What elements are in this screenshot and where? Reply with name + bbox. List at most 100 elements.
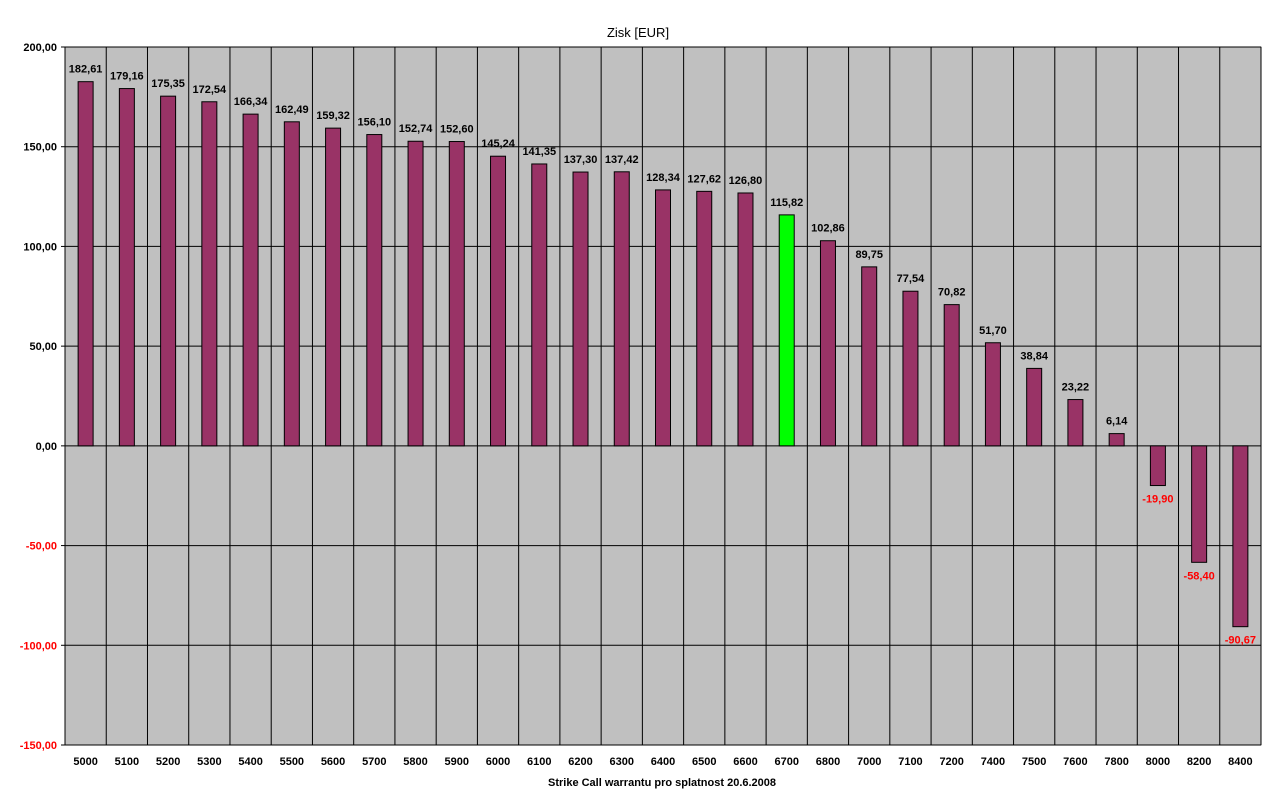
x-tick-label: 6600 <box>733 756 757 768</box>
bar <box>902 290 919 447</box>
x-tick-label: 7000 <box>857 756 881 768</box>
x-tick-label: 5600 <box>321 756 345 768</box>
data-labels: 182,61 179,16 175,35 172,54 166,34 162,49 159,… <box>69 64 1256 647</box>
bar <box>448 141 465 447</box>
bar <box>283 121 300 447</box>
x-tick-label: 8000 <box>1146 756 1170 768</box>
y-tick-label: -50,00 <box>26 541 57 553</box>
x-tick-label: 6700 <box>774 756 798 768</box>
data-label: -58,40 <box>1184 570 1215 582</box>
y-tick-label: -150,00 <box>20 740 57 752</box>
x-tick-label: 5800 <box>403 756 427 768</box>
x-tick-label: 7600 <box>1063 756 1087 768</box>
chart-title: Zisk [EUR] <box>607 25 669 40</box>
gridlines <box>61 46 1262 746</box>
bar <box>1067 399 1084 447</box>
bar <box>160 95 177 447</box>
data-label: 137,30 <box>564 154 598 166</box>
data-label: 166,34 <box>234 96 269 108</box>
x-tick-label: 5300 <box>197 756 221 768</box>
bar <box>819 240 836 447</box>
y-tick-label: 150,00 <box>23 142 57 154</box>
bar <box>1108 433 1125 447</box>
data-label: 145,24 <box>481 138 516 150</box>
bar <box>366 134 383 447</box>
data-label: -19,90 <box>1142 494 1173 506</box>
bar <box>77 81 94 447</box>
x-tick-label: 6400 <box>651 756 675 768</box>
data-label: 152,60 <box>440 124 474 136</box>
x-tick-label: 6100 <box>527 756 551 768</box>
bar <box>325 127 342 447</box>
x-tick-label: 6200 <box>568 756 592 768</box>
x-tick-label: 7400 <box>981 756 1005 768</box>
x-tick-label: 7800 <box>1104 756 1128 768</box>
x-tick-label: 8400 <box>1228 756 1252 768</box>
data-label: 141,35 <box>522 146 556 158</box>
y-tick-label: 100,00 <box>23 241 57 253</box>
x-tick-label: 7200 <box>939 756 963 768</box>
data-label: 127,62 <box>687 173 721 185</box>
bar <box>655 189 671 447</box>
data-label: -90,67 <box>1225 635 1256 647</box>
x-tick-label: 7500 <box>1022 756 1046 768</box>
x-tick-label: 6800 <box>816 756 840 768</box>
x-tick-label: 5900 <box>445 756 469 768</box>
bar <box>1149 445 1166 487</box>
bar <box>613 171 630 447</box>
x-tick-label: 8200 <box>1187 756 1211 768</box>
data-label: 70,82 <box>938 287 966 299</box>
y-tick-label: 50,00 <box>29 341 57 353</box>
data-label: 102,86 <box>811 223 845 235</box>
bar <box>242 113 259 447</box>
data-label: 152,74 <box>399 123 434 135</box>
bar <box>696 190 713 447</box>
bars <box>77 81 1249 628</box>
data-label: 137,42 <box>605 154 639 166</box>
data-label: 77,54 <box>897 273 925 285</box>
bar <box>531 163 548 447</box>
bar <box>1026 367 1043 447</box>
bar <box>407 140 424 447</box>
data-label: 175,35 <box>151 78 185 90</box>
x-tick-label: 7100 <box>898 756 922 768</box>
bar <box>1191 445 1208 563</box>
data-label: 38,84 <box>1020 350 1048 362</box>
bar <box>984 342 1001 447</box>
x-tick-label: 5000 <box>73 756 97 768</box>
data-label: 51,70 <box>979 325 1007 337</box>
x-axis-ticks: 5000 5100 5200 5300 5400 5500 5600 5700 5800 5900… <box>73 756 1252 768</box>
data-label: 89,75 <box>855 249 883 261</box>
y-axis-ticks: 200,00 150,00 100,00 50,00 0,00 -50,00 -100,00… <box>20 42 57 752</box>
data-label: 6,14 <box>1106 416 1128 428</box>
x-tick-label: 6300 <box>610 756 634 768</box>
x-tick-label: 5200 <box>156 756 180 768</box>
bar <box>737 192 754 447</box>
bar <box>490 155 507 447</box>
bar <box>861 266 878 447</box>
bar <box>201 101 218 447</box>
data-label: 23,22 <box>1062 382 1090 394</box>
data-label: 179,16 <box>110 71 144 83</box>
data-label: 159,32 <box>316 110 350 122</box>
x-tick-label: 5500 <box>280 756 304 768</box>
x-tick-label: 6500 <box>692 756 716 768</box>
data-label: 115,82 <box>770 197 803 209</box>
bar <box>943 304 960 447</box>
x-tick-label: 5400 <box>238 756 262 768</box>
x-axis-title: Strike Call warrantu pro splatnost 20.6.… <box>548 777 776 789</box>
data-label: 182,61 <box>69 64 103 76</box>
y-tick-label: 200,00 <box>23 42 57 54</box>
x-tick-label: 6000 <box>486 756 510 768</box>
data-label: 172,54 <box>193 84 228 96</box>
bar <box>778 214 795 447</box>
data-label: 128,34 <box>646 172 681 184</box>
y-tick-label: 0,00 <box>36 441 57 453</box>
bar <box>1232 445 1249 628</box>
bar <box>572 171 589 447</box>
x-tick-label: 5700 <box>362 756 386 768</box>
y-tick-label: -100,00 <box>20 640 57 652</box>
data-label: 126,80 <box>729 175 763 187</box>
data-label: 156,10 <box>357 117 391 129</box>
